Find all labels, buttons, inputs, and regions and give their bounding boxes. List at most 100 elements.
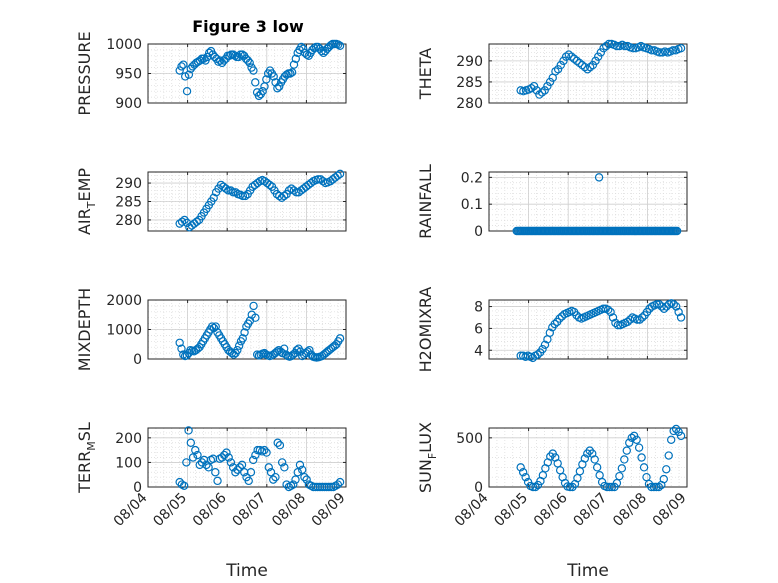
- x-tick-label: 08/08: [269, 490, 309, 530]
- data-point: [588, 60, 598, 70]
- data-point: [527, 84, 536, 93]
- data-point: [669, 426, 678, 436]
- data-point: [569, 54, 579, 63]
- data-point: [622, 446, 631, 455]
- data-point: [272, 347, 282, 356]
- data-point: [535, 90, 544, 99]
- data-point: [635, 315, 644, 324]
- chart-panel-sunflux: 0 500 08/04 08/05 08/06 08/07 08/08 08/09 SUNFLU…: [416, 422, 690, 581]
- data-point: [550, 319, 559, 329]
- y-tick-label: 500: [456, 431, 483, 447]
- data-point: [652, 482, 661, 492]
- data-point: [251, 313, 260, 322]
- chart-panel-air_temp: 280 285 290 AIRTEMP: [75, 168, 347, 235]
- data-point: [292, 188, 301, 197]
- x-tick-label: 08/07: [571, 490, 611, 530]
- data-point: [226, 186, 235, 195]
- data-point: [184, 70, 194, 79]
- data-point: [313, 175, 323, 184]
- data-point: [516, 463, 525, 472]
- data-point: [279, 344, 289, 353]
- data-point: [676, 44, 686, 53]
- data-point: [532, 86, 541, 95]
- series-markers-pressure: [175, 39, 345, 101]
- y-axis-label: RAINFALL: [416, 164, 435, 239]
- x-tick-label: 08/06: [190, 490, 230, 530]
- data-point: [177, 217, 187, 226]
- data-point: [211, 468, 220, 477]
- data-point: [662, 465, 671, 474]
- data-point: [521, 472, 530, 482]
- data-point: [186, 438, 196, 447]
- data-point: [602, 41, 611, 51]
- data-point: [335, 41, 345, 50]
- data-point: [269, 475, 278, 484]
- data-point: [246, 468, 256, 477]
- data-point: [599, 304, 608, 313]
- data-point: [220, 450, 229, 460]
- data-point: [657, 302, 666, 311]
- data-point: [676, 313, 686, 322]
- data-point: [606, 307, 615, 317]
- data-point: [647, 46, 656, 55]
- y-tick-label: 0: [474, 480, 483, 496]
- data-point: [620, 41, 630, 51]
- x-axis-label: Time: [566, 561, 609, 581]
- y-axis-label-text: TERR: [75, 451, 94, 494]
- series-markers-theta: [516, 39, 686, 99]
- y-axis-label-subscript: T: [85, 201, 98, 209]
- x-tick-label: 08/07: [230, 490, 270, 530]
- data-point: [540, 86, 549, 95]
- data-point: [310, 43, 319, 53]
- data-point: [540, 340, 550, 349]
- x-axis-label: Time: [225, 561, 268, 581]
- data-point: [179, 350, 188, 359]
- data-point: [655, 48, 664, 57]
- data-point: [214, 57, 223, 66]
- data-point: [226, 458, 236, 467]
- data-point: [672, 302, 681, 311]
- data-point: [637, 453, 646, 462]
- data-point: [298, 44, 308, 53]
- y-axis-label-text: PRESSURE: [75, 31, 94, 115]
- x-tick-label: 08/09: [650, 490, 690, 530]
- data-point: [633, 315, 642, 324]
- data-point: [202, 460, 211, 470]
- data-point: [591, 56, 600, 66]
- data-point: [676, 431, 686, 441]
- data-point: [280, 463, 289, 472]
- series-markers-sunflux: [516, 424, 686, 492]
- x-tick-label: 08/06: [531, 490, 571, 530]
- data-point: [564, 50, 573, 59]
- data-point: [207, 322, 217, 331]
- y-axis-label: PRESSURE: [75, 31, 94, 115]
- data-point: [188, 453, 198, 462]
- data-point: [593, 52, 603, 61]
- x-tick-label: 08/04: [111, 490, 151, 530]
- y-axis-label-text: H2OMIXRA: [416, 287, 435, 373]
- y-tick-label: 4: [474, 343, 483, 359]
- data-point: [594, 173, 604, 182]
- data-point: [585, 62, 595, 72]
- data-point: [297, 465, 307, 474]
- data-point: [179, 481, 189, 490]
- data-point: [182, 86, 192, 96]
- data-point: [192, 217, 201, 226]
- series-markers-air_temp: [175, 169, 345, 232]
- data-point: [604, 39, 614, 49]
- data-point: [216, 56, 225, 65]
- data-point: [182, 458, 191, 467]
- chart-panel-pressure: 900 950 1000 PRESSURE: [75, 31, 347, 116]
- y-tick-label: 0.1: [461, 197, 483, 213]
- chart-panel-mixdepth: 0 1000 2000 MIXDEPTH: [75, 288, 347, 371]
- data-point: [659, 304, 669, 313]
- data-point: [652, 300, 661, 309]
- data-point: [668, 46, 678, 55]
- data-point: [282, 70, 291, 79]
- y-axis-label: SUNFLUX: [416, 422, 439, 493]
- data-point: [233, 345, 242, 355]
- data-point: [279, 191, 289, 201]
- data-point: [291, 475, 300, 484]
- data-point: [265, 180, 274, 190]
